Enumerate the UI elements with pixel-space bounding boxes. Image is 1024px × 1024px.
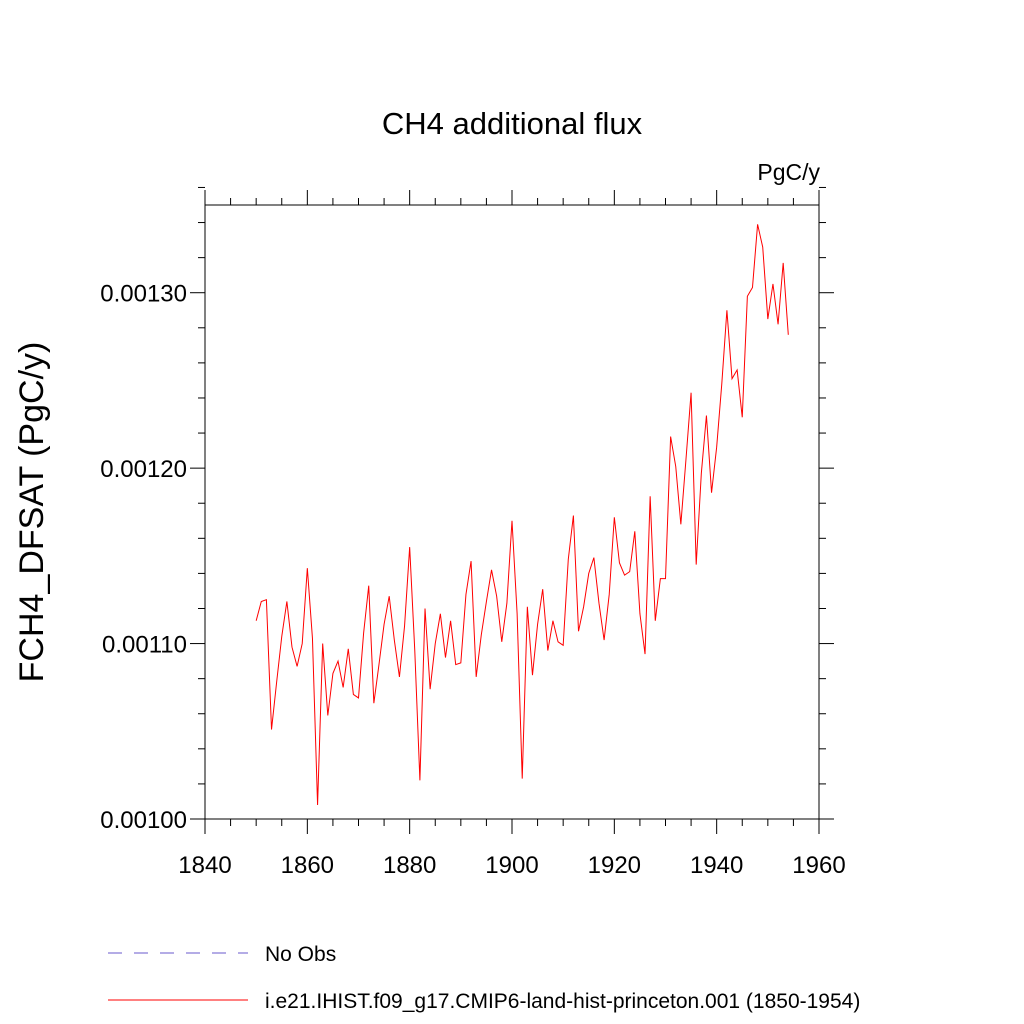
y-tick-label: 0.00100 (100, 807, 187, 834)
plot-frame (204, 204, 820, 820)
units-label: PgC/y (757, 159, 820, 185)
x-tick-label: 1880 (383, 852, 436, 879)
chart-title: CH4 additional flux (382, 106, 643, 141)
x-tick-label: 1900 (485, 852, 538, 879)
y-tick-label: 0.00120 (100, 456, 187, 483)
y-axis-label: FCH4_DFSAT (PgC/y) (13, 342, 51, 683)
ticks-layer: 1840 1860 1880 1900 1920 1940 1960 0.00100 0.001… (100, 186, 846, 879)
legend-label-0: No Obs (265, 943, 336, 966)
y-tick-label: 0.00110 (102, 632, 187, 659)
legend: No Obs i.e21.IHIST.f09_g17.CMIP6-land-his… (108, 943, 860, 1013)
x-tick-label: 1920 (588, 852, 641, 879)
x-tick-label: 1860 (281, 852, 334, 879)
x-tick-label: 1940 (690, 852, 743, 879)
x-tick-label: 1840 (178, 852, 231, 879)
legend-label-1: i.e21.IHIST.f09_g17.CMIP6-land-hist-prin… (265, 990, 860, 1013)
y-tick-label: 0.00130 (100, 281, 187, 308)
series-line-1 (255, 224, 789, 805)
data-layer (255, 224, 789, 805)
x-tick-label: 1960 (792, 852, 845, 879)
